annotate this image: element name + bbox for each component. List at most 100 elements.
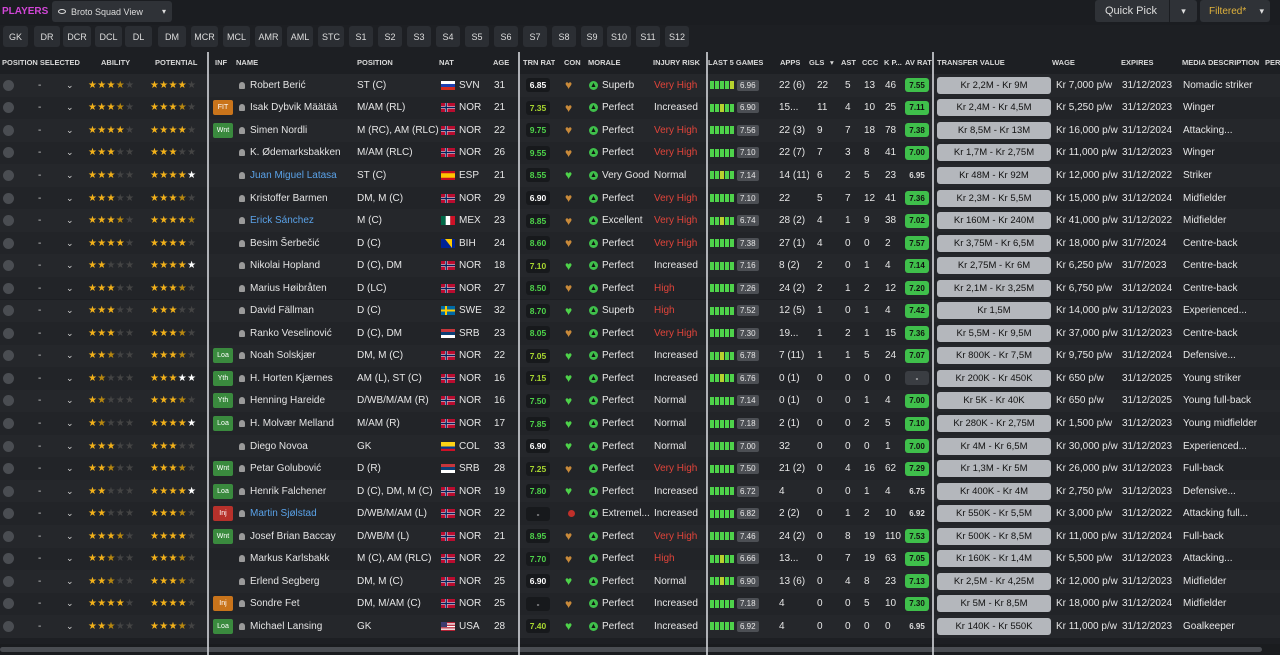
player-name[interactable]: Robert Berić [239,74,355,97]
select-toggle[interactable] [3,209,15,232]
table-row[interactable]: - ⌄ ★ ★ ★ ★ ★ ★ ★ ★ ★ ★ Robert Berić ST (C) SVN 31 6.85 ♥… [0,74,1280,97]
table-row[interactable]: - ⌄ ★ ★ ★ ★ ★ ★ ★ ★ ★ ★ K. Ødemarksbakken M/AM (RLC) N… [0,141,1280,165]
select-toggle[interactable] [3,367,15,390]
position-filter-mcr[interactable]: MCR [191,26,218,47]
column-header-per[interactable]: PER [1265,58,1280,67]
transfer-value[interactable]: Kr 2,5M - Kr 4,25M [937,570,1053,593]
position-selected[interactable]: - [38,119,48,142]
player-name-link[interactable]: David Fällman [250,305,314,317]
position-selected[interactable]: - [38,502,48,525]
position-selected[interactable]: - [38,593,48,616]
player-name[interactable]: Sondre Fet [239,593,355,616]
scrollbar-thumb[interactable] [0,647,1262,652]
player-name[interactable]: Markus Karlsbakk [239,548,355,571]
player-name-link[interactable]: Noah Solskjær [250,350,316,362]
transfer-value-box[interactable]: Kr 5K - Kr 40K [937,392,1051,410]
position-filter-s11[interactable]: S11 [636,26,660,47]
player-name[interactable]: Henrik Falchener [239,480,355,503]
transfer-value-box[interactable]: Kr 3,75M - Kr 6,5M [937,234,1051,252]
select-circle-icon[interactable] [3,372,14,384]
player-name-link[interactable]: Juan Miguel Latasa [250,169,337,181]
select-toggle[interactable] [3,412,15,435]
column-header-age[interactable]: AGE [493,58,510,67]
transfer-value-box[interactable]: Kr 1,3M - Kr 5M [937,460,1051,478]
transfer-value-box[interactable]: Kr 1,5M [937,302,1051,320]
position-selected[interactable]: - [38,322,48,345]
select-circle-icon[interactable] [3,147,14,159]
select-toggle[interactable] [3,480,15,503]
select-toggle[interactable] [3,277,15,300]
player-name[interactable]: Diego Novoa [239,435,355,458]
position-selected[interactable]: - [38,367,48,390]
position-dropdown[interactable]: ⌄ [66,525,76,548]
select-circle-icon[interactable] [3,418,14,429]
position-selected[interactable]: - [38,457,48,480]
select-toggle[interactable] [3,615,15,638]
select-circle-icon[interactable] [3,260,14,272]
transfer-value[interactable]: Kr 140K - Kr 550K [937,615,1053,638]
player-name-link[interactable]: Isak Dybvik Määtää [250,102,338,114]
player-name[interactable]: Ranko Veselinović [239,322,355,345]
select-toggle[interactable] [3,254,15,277]
select-toggle[interactable] [3,457,15,480]
player-name-link[interactable]: Petar Golubović [250,463,322,475]
position-dropdown[interactable]: ⌄ [66,457,76,480]
column-header-morale[interactable]: MORALE [588,58,621,67]
transfer-value[interactable]: Kr 2,3M - Kr 5,5M [937,187,1053,210]
table-row[interactable]: - ⌄ ★ ★ ★ ★ ★ ★ ★ ★ ★ ★ Loa Henrik Falchener D (C), DM… [0,479,1280,503]
transfer-value[interactable]: Kr 1,3M - Kr 5M [937,457,1053,480]
info-badge[interactable]: FIT [213,100,233,116]
transfer-value[interactable]: Kr 5M - Kr 8,5M [937,593,1053,616]
column-header-k-p[interactable]: K P... [884,58,902,67]
position-selected[interactable]: - [38,300,48,323]
table-row[interactable]: - ⌄ ★ ★ ★ ★ ★ ★ ★ ★ ★ ★ Wnt Josef Brian Baccay D/WB/M … [0,525,1280,548]
player-name-link[interactable]: Markus Karlsbakk [250,553,330,565]
column-header-position-selected[interactable]: POSITION SELECTED [2,58,80,67]
player-name-link[interactable]: Erick Sánchez [250,215,314,227]
transfer-value[interactable]: Kr 5,5M - Kr 9,5M [937,322,1053,345]
position-filter-s12[interactable]: S12 [665,26,689,47]
column-header-injury-risk[interactable]: INJURY RISK [653,58,701,67]
position-dropdown[interactable]: ⌄ [66,548,76,571]
column-header-inf[interactable]: INF [215,58,228,67]
player-name-link[interactable]: Nikolai Hopland [250,260,321,272]
table-row[interactable]: - ⌄ ★ ★ ★ ★ ★ ★ ★ ★ ★ ★ Erick Sánchez M (C) MEX 23 8.85 ♥… [0,209,1280,232]
player-name-link[interactable]: H. Horten Kjærnes [250,372,333,384]
select-circle-icon[interactable] [3,440,14,452]
transfer-value-box[interactable]: Kr 550K - Kr 5,5M [937,505,1051,523]
position-dropdown[interactable]: ⌄ [66,97,76,120]
player-name-link[interactable]: Martin Sjølstad [250,508,317,520]
column-header-trn-rat[interactable]: TRN RAT [523,58,556,67]
position-selected[interactable]: - [38,548,48,571]
table-row[interactable]: - ⌄ ★ ★ ★ ★ ★ ★ ★ ★ ★ ★ Juan Miguel Latasa ST (C) ESP 2… [0,164,1280,187]
table-row[interactable]: - ⌄ ★ ★ ★ ★ ★ ★ ★ ★ ★ ★ Loa H. Molvær Melland M/AM (R)… [0,412,1280,435]
select-toggle[interactable] [3,232,15,255]
select-toggle[interactable] [3,322,15,345]
position-selected[interactable]: - [38,232,48,255]
transfer-value-box[interactable]: Kr 5,5M - Kr 9,5M [937,324,1051,342]
position-selected[interactable]: - [38,435,48,458]
player-name-link[interactable]: Josef Brian Baccay [250,530,336,542]
info-badge[interactable]: Wnt [213,461,233,477]
position-filter-s3[interactable]: S3 [407,26,431,47]
transfer-value[interactable]: Kr 2,75M - Kr 6M [937,254,1053,277]
select-circle-icon[interactable] [3,575,14,587]
player-name[interactable]: Petar Golubović [239,457,355,480]
column-header-con[interactable]: CON [564,58,581,67]
info-badge[interactable]: Loa [213,483,233,499]
player-name[interactable]: K. Ødemarksbakken [239,142,355,165]
transfer-value-box[interactable]: Kr 2,2M - Kr 9M [937,76,1051,94]
transfer-value-box[interactable]: Kr 4M - Kr 6,5M [937,437,1051,455]
position-dropdown[interactable]: ⌄ [66,367,76,390]
player-name[interactable]: H. Horten Kjærnes [239,367,355,390]
position-dropdown[interactable]: ⌄ [66,209,76,232]
position-selected[interactable]: - [38,209,48,232]
select-circle-icon[interactable] [3,327,14,339]
select-toggle[interactable] [3,502,15,525]
select-circle-icon[interactable] [3,553,14,565]
player-name-link[interactable]: H. Molvær Melland [250,418,334,429]
position-selected[interactable]: - [38,412,48,435]
position-selected[interactable]: - [38,97,48,120]
player-name-link[interactable]: Sondre Fet [250,598,300,610]
table-row[interactable]: - ⌄ ★ ★ ★ ★ ★ ★ ★ ★ ★ ★ Nikolai Hopland D (C), DM NOR 1… [0,254,1280,277]
